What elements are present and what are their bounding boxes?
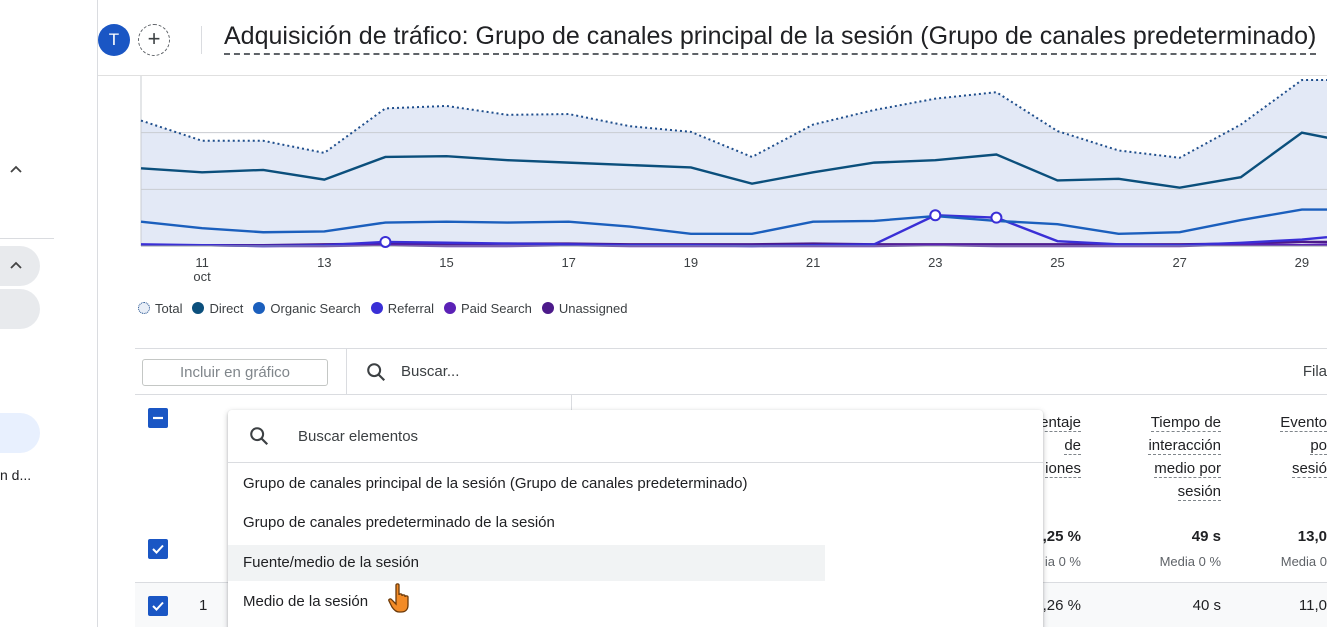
dropdown-item[interactable]: Grupo de canales predeterminado de la se… bbox=[243, 514, 555, 531]
total-events-sub: Media 0 bbox=[1280, 554, 1327, 569]
sidebar-divider bbox=[0, 238, 54, 239]
total-events: 13,0 bbox=[1297, 528, 1327, 545]
legend-item[interactable]: Direct bbox=[192, 299, 243, 317]
legend-item[interactable]: Unassigned bbox=[541, 299, 628, 317]
column-header-engagement-time[interactable]: Tiempo de interacción medio por sesión bbox=[1148, 411, 1221, 503]
header-line: entaje bbox=[1040, 414, 1081, 432]
minus-icon bbox=[153, 416, 163, 420]
legend-swatch bbox=[444, 302, 456, 314]
dropdown-search[interactable]: Buscar elementos bbox=[228, 410, 1043, 463]
table-toolbar: Incluir en gráfico Buscar... Fila bbox=[135, 348, 1327, 395]
header-line: sesió bbox=[1291, 460, 1327, 478]
total-engagement-time-sub: Media 0 % bbox=[1159, 554, 1221, 569]
x-tick-label: 29 bbox=[1294, 255, 1310, 270]
data-point[interactable] bbox=[379, 235, 392, 248]
select-all-checkbox[interactable] bbox=[148, 408, 168, 428]
rows-per-page-label[interactable]: Fila bbox=[1302, 363, 1327, 380]
series-line-organic-search[interactable] bbox=[140, 208, 1327, 236]
x-tick-label: 13 bbox=[317, 255, 332, 270]
chevron-up-icon[interactable] bbox=[8, 258, 24, 274]
row-percentage: ,26 % bbox=[1042, 597, 1081, 614]
legend-swatch bbox=[138, 302, 150, 314]
chart-canvas bbox=[140, 76, 1327, 248]
sidebar-item-active[interactable] bbox=[0, 413, 40, 453]
report-header: T + Adquisición de tráfico: Grupo de can… bbox=[98, 0, 1327, 76]
chart-legend: Total Direct Organic Search Referral Paid Se… bbox=[138, 299, 627, 317]
legend-label: Paid Search bbox=[461, 300, 532, 316]
line-chart: 11 13 15 17 19 21 23 25 27 29 oct bbox=[98, 76, 1327, 286]
legend-item[interactable]: Organic Search bbox=[253, 299, 361, 317]
table-search-input[interactable]: Buscar... bbox=[401, 363, 460, 380]
row-events: 11,0 bbox=[1298, 597, 1327, 614]
x-tick-label: 25 bbox=[1050, 255, 1065, 270]
chevron-up-icon[interactable] bbox=[8, 162, 24, 178]
check-icon bbox=[152, 544, 164, 554]
hand-pointer-icon bbox=[387, 582, 417, 614]
series-line-total[interactable] bbox=[140, 79, 1327, 159]
x-tick-label: 17 bbox=[561, 255, 576, 270]
legend-label: Organic Search bbox=[270, 300, 361, 316]
header-divider bbox=[201, 26, 202, 54]
legend-swatch bbox=[253, 302, 266, 314]
sidebar-item[interactable] bbox=[0, 289, 40, 329]
dropdown-search-input[interactable]: Buscar elementos bbox=[298, 428, 419, 445]
row-engagement-time: 40 s bbox=[1192, 597, 1221, 614]
x-tick-label: 19 bbox=[683, 255, 699, 270]
legend-label: Direct bbox=[209, 300, 244, 316]
column-header-percentage[interactable]: entaje de iones bbox=[1040, 411, 1081, 480]
header-line: Evento bbox=[1280, 414, 1327, 432]
x-tick-sublabel: oct bbox=[193, 269, 211, 284]
add-comparison-button[interactable]: + bbox=[138, 24, 170, 56]
legend-swatch bbox=[192, 302, 205, 314]
series-line-direct[interactable] bbox=[140, 131, 1327, 189]
include-in-chart-button[interactable]: Incluir en gráfico bbox=[142, 359, 328, 386]
header-line: iones bbox=[1045, 460, 1081, 478]
legend-item[interactable]: Referral bbox=[370, 299, 434, 317]
search-icon bbox=[365, 361, 387, 383]
total-percentage: ,25 % bbox=[1042, 528, 1081, 545]
x-tick-label: 11 bbox=[195, 255, 209, 270]
dimension-dropdown: Buscar elementos Grupo de canales princi… bbox=[228, 410, 1043, 627]
column-divider bbox=[571, 395, 572, 413]
left-sidebar: n d... bbox=[0, 0, 98, 627]
header-line: interacción bbox=[1148, 437, 1221, 455]
x-tick-label: 15 bbox=[439, 255, 454, 270]
x-tick-label: 27 bbox=[1172, 255, 1187, 270]
data-point[interactable] bbox=[990, 211, 1003, 224]
legend-label: Unassigned bbox=[558, 300, 628, 316]
row-checkbox[interactable] bbox=[148, 596, 168, 616]
legend-swatch bbox=[370, 302, 383, 314]
page-title[interactable]: Adquisición de tráfico: Grupo de canales… bbox=[224, 22, 1317, 55]
legend-item[interactable]: Total bbox=[138, 299, 182, 317]
x-tick-label: 23 bbox=[928, 255, 943, 270]
header-line: de bbox=[1064, 437, 1081, 455]
header-line: sesión bbox=[1177, 483, 1221, 501]
dropdown-item-hovered[interactable]: Fuente/medio de la sesión bbox=[228, 545, 825, 581]
legend-swatch bbox=[541, 302, 554, 314]
column-header-events-per-session[interactable]: Evento po sesió bbox=[1280, 411, 1327, 480]
avatar[interactable]: T bbox=[98, 24, 130, 56]
header-line: Tiempo de bbox=[1150, 414, 1221, 432]
sidebar-item-label: n d... bbox=[0, 467, 32, 483]
header-line: po bbox=[1310, 437, 1327, 455]
x-tick-label: 21 bbox=[805, 255, 821, 270]
dropdown-item[interactable]: Grupo de canales principal de la sesión … bbox=[243, 475, 748, 492]
totals-checkbox[interactable] bbox=[148, 539, 168, 559]
toolbar-divider bbox=[346, 349, 347, 395]
row-number: 1 bbox=[199, 597, 208, 614]
header-line: medio por bbox=[1154, 460, 1221, 478]
legend-label: Total bbox=[155, 300, 183, 316]
search-icon bbox=[248, 425, 270, 447]
check-icon bbox=[152, 601, 164, 611]
legend-label: Referral bbox=[387, 300, 434, 316]
data-point[interactable] bbox=[929, 209, 942, 222]
total-area bbox=[141, 80, 1327, 246]
total-engagement-time: 49 s bbox=[1191, 528, 1221, 545]
legend-item[interactable]: Paid Search bbox=[444, 299, 532, 317]
total-percentage-sub: ia 0 % bbox=[1044, 554, 1081, 569]
dropdown-item[interactable]: Medio de la sesión bbox=[243, 593, 369, 610]
